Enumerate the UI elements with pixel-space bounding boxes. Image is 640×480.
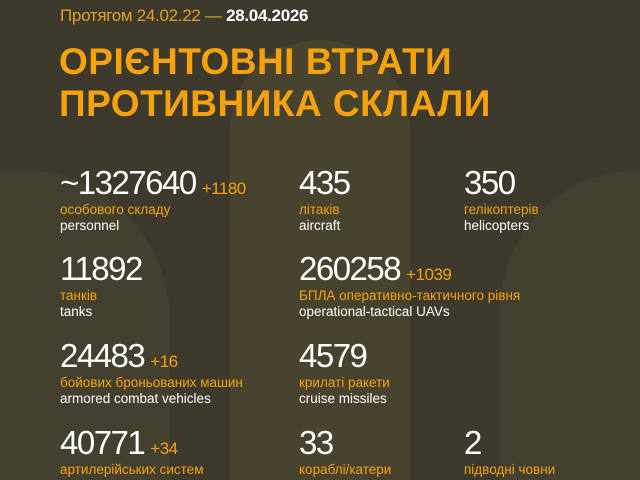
stat-value: 350: [464, 164, 516, 201]
stat-label-ua: гелікоптерів: [464, 202, 539, 217]
stat-aircraft: 435 літаків aircraft: [299, 164, 351, 234]
stat-value: 2: [464, 424, 482, 461]
stat-value: 260258: [299, 250, 402, 287]
stat-label-en: operational-tactical UAVs: [299, 304, 450, 319]
stat-personnel: ~1327640 +1180 особового складу personnel: [60, 165, 246, 234]
stat-delta: +16: [150, 352, 178, 371]
stat-value: ~1327640: [60, 164, 197, 201]
period-start: Протягом 24.02.22 —: [60, 6, 222, 25]
stat-ships: 33 кораблі/катери: [299, 425, 391, 478]
period-text: Протягом 24.02.22 — 28.04.2026: [60, 6, 308, 26]
stat-label-en: aircraft: [299, 218, 341, 233]
stat-artillery: 40771 +34 артилерійських систем: [60, 425, 203, 478]
stat-value: 33: [299, 424, 334, 461]
stat-delta: +1039: [406, 265, 452, 284]
stat-label-ua: підводні човни: [464, 462, 556, 477]
stat-label-ua: кораблі/катери: [299, 462, 392, 477]
stat-label-ua: БПЛА оперативно-тактичного рівня: [299, 288, 521, 303]
stat-label-en: armored combat vehicles: [60, 391, 211, 406]
stat-delta: +34: [150, 439, 178, 458]
stat-value: 24483: [60, 337, 146, 374]
stat-value: 435: [299, 164, 351, 201]
stat-uavs: 260258 +1039 БПЛА оперативно-тактичного рі…: [299, 251, 520, 320]
stat-value: 4579: [299, 337, 368, 374]
stat-label-ua: крилаті ракети: [299, 375, 390, 390]
stat-label-ua: артилерійських систем: [60, 462, 204, 477]
background-shape: [230, 40, 410, 480]
stat-label-ua: танків: [60, 288, 98, 303]
stat-label-en: helicopters: [464, 218, 530, 233]
stat-submarines: 2 підводні човни: [464, 425, 555, 478]
stat-armored-vehicles: 24483 +16 бойових броньованих машин armored…: [60, 338, 243, 407]
stat-label-ua: особового складу: [60, 202, 171, 217]
stat-helicopters: 350 гелікоптерів helicopters: [464, 165, 539, 234]
stat-value: 11892: [60, 250, 143, 287]
stat-label-ua: літаків: [299, 202, 340, 217]
stat-delta: +1180: [201, 179, 246, 198]
stat-label-en: personnel: [60, 218, 120, 233]
page-title-line1: ОРІЄНТОВНІ ВТРАТИ: [59, 41, 453, 82]
page-title-line2: ПРОТИВНИКА СКЛАЛИ: [59, 83, 491, 124]
stat-value: 40771: [60, 424, 146, 461]
stat-cruise-missiles: 4579 крилаті ракети cruise missiles: [299, 338, 390, 407]
stat-label-ua: бойових броньованих машин: [60, 375, 243, 390]
stat-tanks: 11892 танків tanks: [60, 250, 143, 320]
stat-label-en: tanks: [60, 304, 93, 319]
period-end: 28.04.2026: [226, 6, 309, 25]
stat-label-en: cruise missiles: [299, 391, 387, 406]
